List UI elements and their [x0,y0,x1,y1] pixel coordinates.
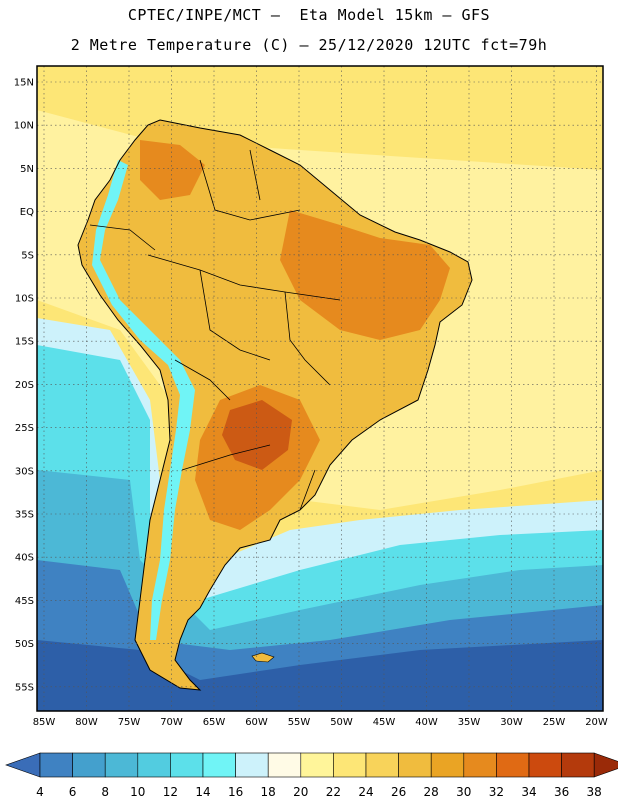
colorbar-swatch [105,753,138,777]
colorbar-swatch [366,753,399,777]
colorbar-swatch [399,753,432,777]
lat-label: EQ [20,207,34,218]
lon-label: 85W [33,717,56,728]
lon-label: 20W [585,717,608,728]
colorbar-label: 6 [69,785,77,799]
colorbar-label: 24 [358,785,373,799]
colorbar-swatch [73,753,106,777]
lon-label: 35W [458,717,481,728]
colorbar-label: 28 [424,785,439,799]
colorbar-label: 22 [326,785,341,799]
colorbar-swatch [301,753,334,777]
lat-label: 10S [15,294,34,305]
latitude-labels: 15N 10N 5N EQ 5S 10S 15S 20S 25S 30S 35S 40S 45S 50S 5… [14,78,34,694]
lon-label: 60W [245,717,268,728]
colorbar-swatch [431,753,464,777]
colorbar-label: 16 [228,785,243,799]
colorbar [6,753,618,777]
lon-label: 55W [288,717,311,728]
colorbar-swatch [138,753,171,777]
lat-label: 40S [15,553,34,564]
lon-label: 45W [373,717,396,728]
map-field [37,66,603,711]
colorbar-swatch [40,753,73,777]
colorbar-label: 12 [163,785,178,799]
colorbar-label: 4 [36,785,44,799]
lat-label: 25S [15,423,34,434]
lat-label: 15S [15,337,34,348]
longitude-labels: 85W 80W 75W 70W 65W 60W 55W 50W 45W 40W 35W 30W 25W 2… [33,717,608,728]
temperature-map: 15N 10N 5N EQ 5S 10S 15S 20S 25S 30S 35S 40S 45S 50S 5… [0,0,618,800]
colorbar-labels: 4 6 8 10 12 14 16 18 20 22 24 26 28 30 32 34 36 38 [36,785,602,799]
colorbar-label: 10 [130,785,145,799]
lat-label: 15N [14,78,34,89]
colorbar-label: 20 [293,785,308,799]
colorbar-swatch [236,753,269,777]
lat-label: 30S [15,466,34,477]
lat-label: 55S [15,682,34,693]
colorbar-low-arrow [6,753,40,777]
lat-label: 5S [21,250,34,261]
lon-label: 25W [543,717,566,728]
lon-label: 65W [203,717,226,728]
lon-label: 75W [118,717,141,728]
lat-label: 45S [15,596,34,607]
colorbar-label: 32 [489,785,504,799]
lon-label: 80W [75,717,98,728]
colorbar-label: 18 [261,785,276,799]
lat-label: 50S [15,639,34,650]
colorbar-label: 14 [195,785,210,799]
lat-label: 35S [15,510,34,521]
lon-label: 40W [415,717,438,728]
colorbar-swatch [464,753,497,777]
colorbar-swatch [333,753,366,777]
lon-label: 70W [160,717,183,728]
colorbar-swatch [170,753,203,777]
colorbar-swatch [529,753,562,777]
colorbar-label: 8 [101,785,109,799]
colorbar-label: 36 [554,785,569,799]
colorbar-swatch [203,753,236,777]
colorbar-label: 34 [521,785,536,799]
lat-label: 10N [14,121,34,132]
colorbar-label: 38 [587,785,602,799]
lon-label: 30W [500,717,523,728]
colorbar-swatch [496,753,529,777]
lat-label: 20S [15,380,34,391]
colorbar-label: 26 [391,785,406,799]
colorbar-high-arrow [594,753,618,777]
colorbar-swatch [562,753,595,777]
lon-label: 50W [330,717,353,728]
lat-label: 5N [20,164,34,175]
colorbar-label: 30 [456,785,471,799]
colorbar-swatch [268,753,301,777]
